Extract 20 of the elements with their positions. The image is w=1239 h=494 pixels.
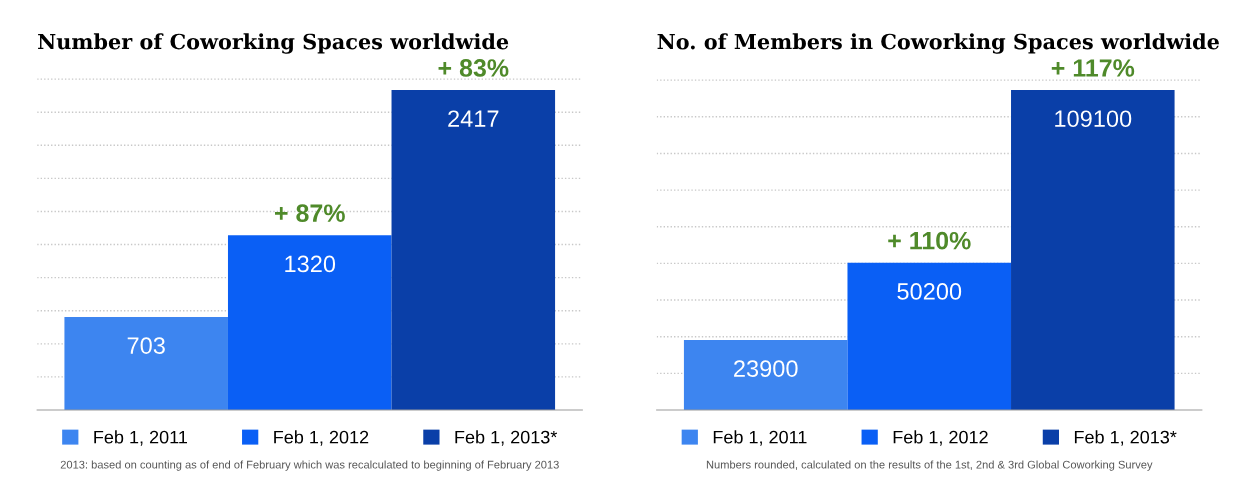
legend-label: Feb 1, 2013* <box>1074 430 1177 446</box>
annotation: + 110% <box>888 231 971 250</box>
data-label: 109100 <box>1055 110 1132 128</box>
chart-title: No. of Members in Coworking Spaces worldwide <box>657 33 1219 54</box>
annotation: + 117% <box>1051 59 1135 77</box>
legend-label: Feb 1, 2012 <box>274 430 369 446</box>
legend-label: Feb 1, 2013* <box>455 430 558 446</box>
data-label: 703 <box>127 337 165 354</box>
legend-label: Feb 1, 2012 <box>893 430 988 446</box>
text: 2013: based on counting as of end of February which was recalculated to beginning of February 2013 <box>60 460 559 471</box>
legend-label: Feb 1, 2011 <box>94 430 187 446</box>
data-label: 50200 <box>897 283 962 300</box>
annotation: + 87% <box>275 204 345 223</box>
data-label: 1320 <box>285 255 336 273</box>
data-label: 2417 <box>448 110 499 127</box>
annotation: + 83% <box>438 59 509 77</box>
chart-title: Number of Coworking Spaces worldwide <box>38 33 509 54</box>
text: Numbers rounded, calculated on the results of the 1st, 2nd & 3rd Global Coworking Survey <box>706 460 1153 471</box>
data-label: 23900 <box>734 360 798 377</box>
legend-label: Feb 1, 2011 <box>713 430 807 446</box>
